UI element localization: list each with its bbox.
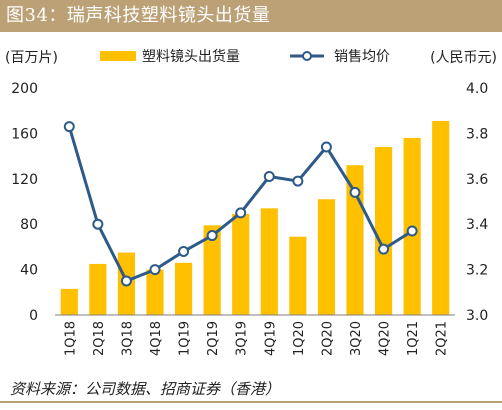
bar-4Q19 bbox=[260, 208, 278, 315]
y-left-tick-label: 120 bbox=[11, 172, 38, 188]
x-tick-label: 3Q18 bbox=[120, 321, 135, 356]
y-right-tick-label: 4.0 bbox=[466, 81, 488, 97]
bar-2Q18 bbox=[89, 263, 107, 315]
legend-bar-swatch bbox=[100, 51, 136, 61]
legend-line-marker bbox=[302, 51, 312, 61]
x-tick-label: 1Q21 bbox=[406, 321, 421, 356]
x-tick-label: 1Q19 bbox=[178, 321, 193, 356]
y-right-tick-label: 3.0 bbox=[466, 308, 488, 324]
price-point-1Q20 bbox=[292, 175, 304, 187]
price-point-3Q20 bbox=[349, 186, 361, 198]
price-point-2Q19 bbox=[206, 230, 218, 242]
x-tick-label: 1Q20 bbox=[292, 321, 307, 356]
price-point-2Q20 bbox=[320, 141, 332, 153]
y-right-tick-label: 3.8 bbox=[466, 126, 488, 142]
y-right-tick-label: 3.6 bbox=[466, 172, 488, 188]
price-point-2Q18 bbox=[92, 218, 104, 230]
chart-svg: (百万片) (人民币元) 塑料镜头出货量 销售均价 0 40 80 120 160 200 3.0 3… bbox=[5, 48, 497, 356]
price-point-4Q19 bbox=[263, 171, 275, 183]
bar-2Q21 bbox=[432, 120, 450, 315]
source-rule bbox=[0, 401, 502, 403]
source-note: 资料来源：公司数据、招商证券（香港） bbox=[10, 380, 281, 398]
price-point-3Q19 bbox=[235, 207, 247, 219]
y-left-tick-label: 80 bbox=[20, 217, 38, 233]
price-point-1Q21 bbox=[406, 225, 418, 237]
y-right-tick-label: 3.2 bbox=[466, 263, 488, 279]
bar-4Q18 bbox=[146, 269, 164, 315]
bar-1Q18 bbox=[60, 288, 78, 315]
price-point-1Q18 bbox=[63, 121, 75, 133]
x-tick-label: 2Q19 bbox=[206, 321, 221, 356]
bar-2Q20 bbox=[317, 199, 335, 315]
x-tick-label: 4Q18 bbox=[149, 321, 164, 356]
x-tick-label: 3Q19 bbox=[235, 321, 250, 356]
price-point-1Q19 bbox=[178, 245, 190, 257]
x-tick-label: 4Q19 bbox=[263, 321, 278, 356]
legend-line-label: 销售均价 bbox=[334, 49, 390, 65]
y-left-tick-label: 200 bbox=[11, 81, 38, 97]
y-left-axis-label: (百万片) bbox=[5, 50, 58, 66]
bar-1Q19 bbox=[175, 262, 193, 315]
legend-bar-label: 塑料镜头出货量 bbox=[142, 48, 240, 65]
y-left-tick-label: 0 bbox=[29, 308, 38, 324]
price-point-3Q18 bbox=[120, 275, 132, 287]
x-tick-label: 2Q20 bbox=[320, 321, 335, 356]
title-bar: 图34：瑞声科技塑料镜头出货量 bbox=[0, 0, 502, 32]
x-tick-label: 4Q20 bbox=[378, 321, 393, 356]
price-point-4Q20 bbox=[378, 243, 390, 255]
bar-3Q19 bbox=[232, 213, 250, 315]
y-right-tick-label: 3.4 bbox=[466, 217, 488, 233]
x-tick-label: 2Q21 bbox=[435, 321, 450, 356]
chart-title: 图34：瑞声科技塑料镜头出货量 bbox=[6, 5, 271, 26]
bar-1Q20 bbox=[289, 236, 307, 315]
x-tick-label: 2Q18 bbox=[92, 321, 107, 356]
y-right-axis-label: (人民币元) bbox=[430, 50, 497, 66]
x-tick-label: 1Q18 bbox=[63, 321, 78, 356]
x-tick-label: 3Q20 bbox=[349, 321, 364, 356]
y-left-tick-label: 160 bbox=[11, 126, 38, 142]
y-left-tick-label: 40 bbox=[20, 263, 38, 279]
price-point-4Q18 bbox=[149, 264, 161, 276]
bar-2Q19 bbox=[203, 225, 221, 315]
bar-4Q20 bbox=[375, 147, 393, 315]
